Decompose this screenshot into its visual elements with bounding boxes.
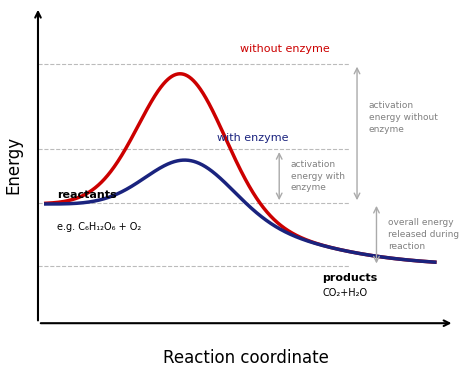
Text: reactants: reactants <box>57 190 117 200</box>
Text: Reaction coordinate: Reaction coordinate <box>163 348 329 367</box>
Text: products: products <box>322 273 377 283</box>
Text: overall energy
released during
reaction: overall energy released during reaction <box>388 219 459 251</box>
Text: CO₂+H₂O: CO₂+H₂O <box>322 288 367 298</box>
Text: Energy: Energy <box>4 136 22 194</box>
Text: activation
energy without
enzyme: activation energy without enzyme <box>369 101 438 134</box>
Text: with enzyme: with enzyme <box>217 133 289 143</box>
Text: activation
energy with
enzyme: activation energy with enzyme <box>291 160 345 193</box>
Text: e.g. C₆H₁₂O₆ + O₂: e.g. C₆H₁₂O₆ + O₂ <box>57 222 142 232</box>
Text: without enzyme: without enzyme <box>240 45 330 55</box>
